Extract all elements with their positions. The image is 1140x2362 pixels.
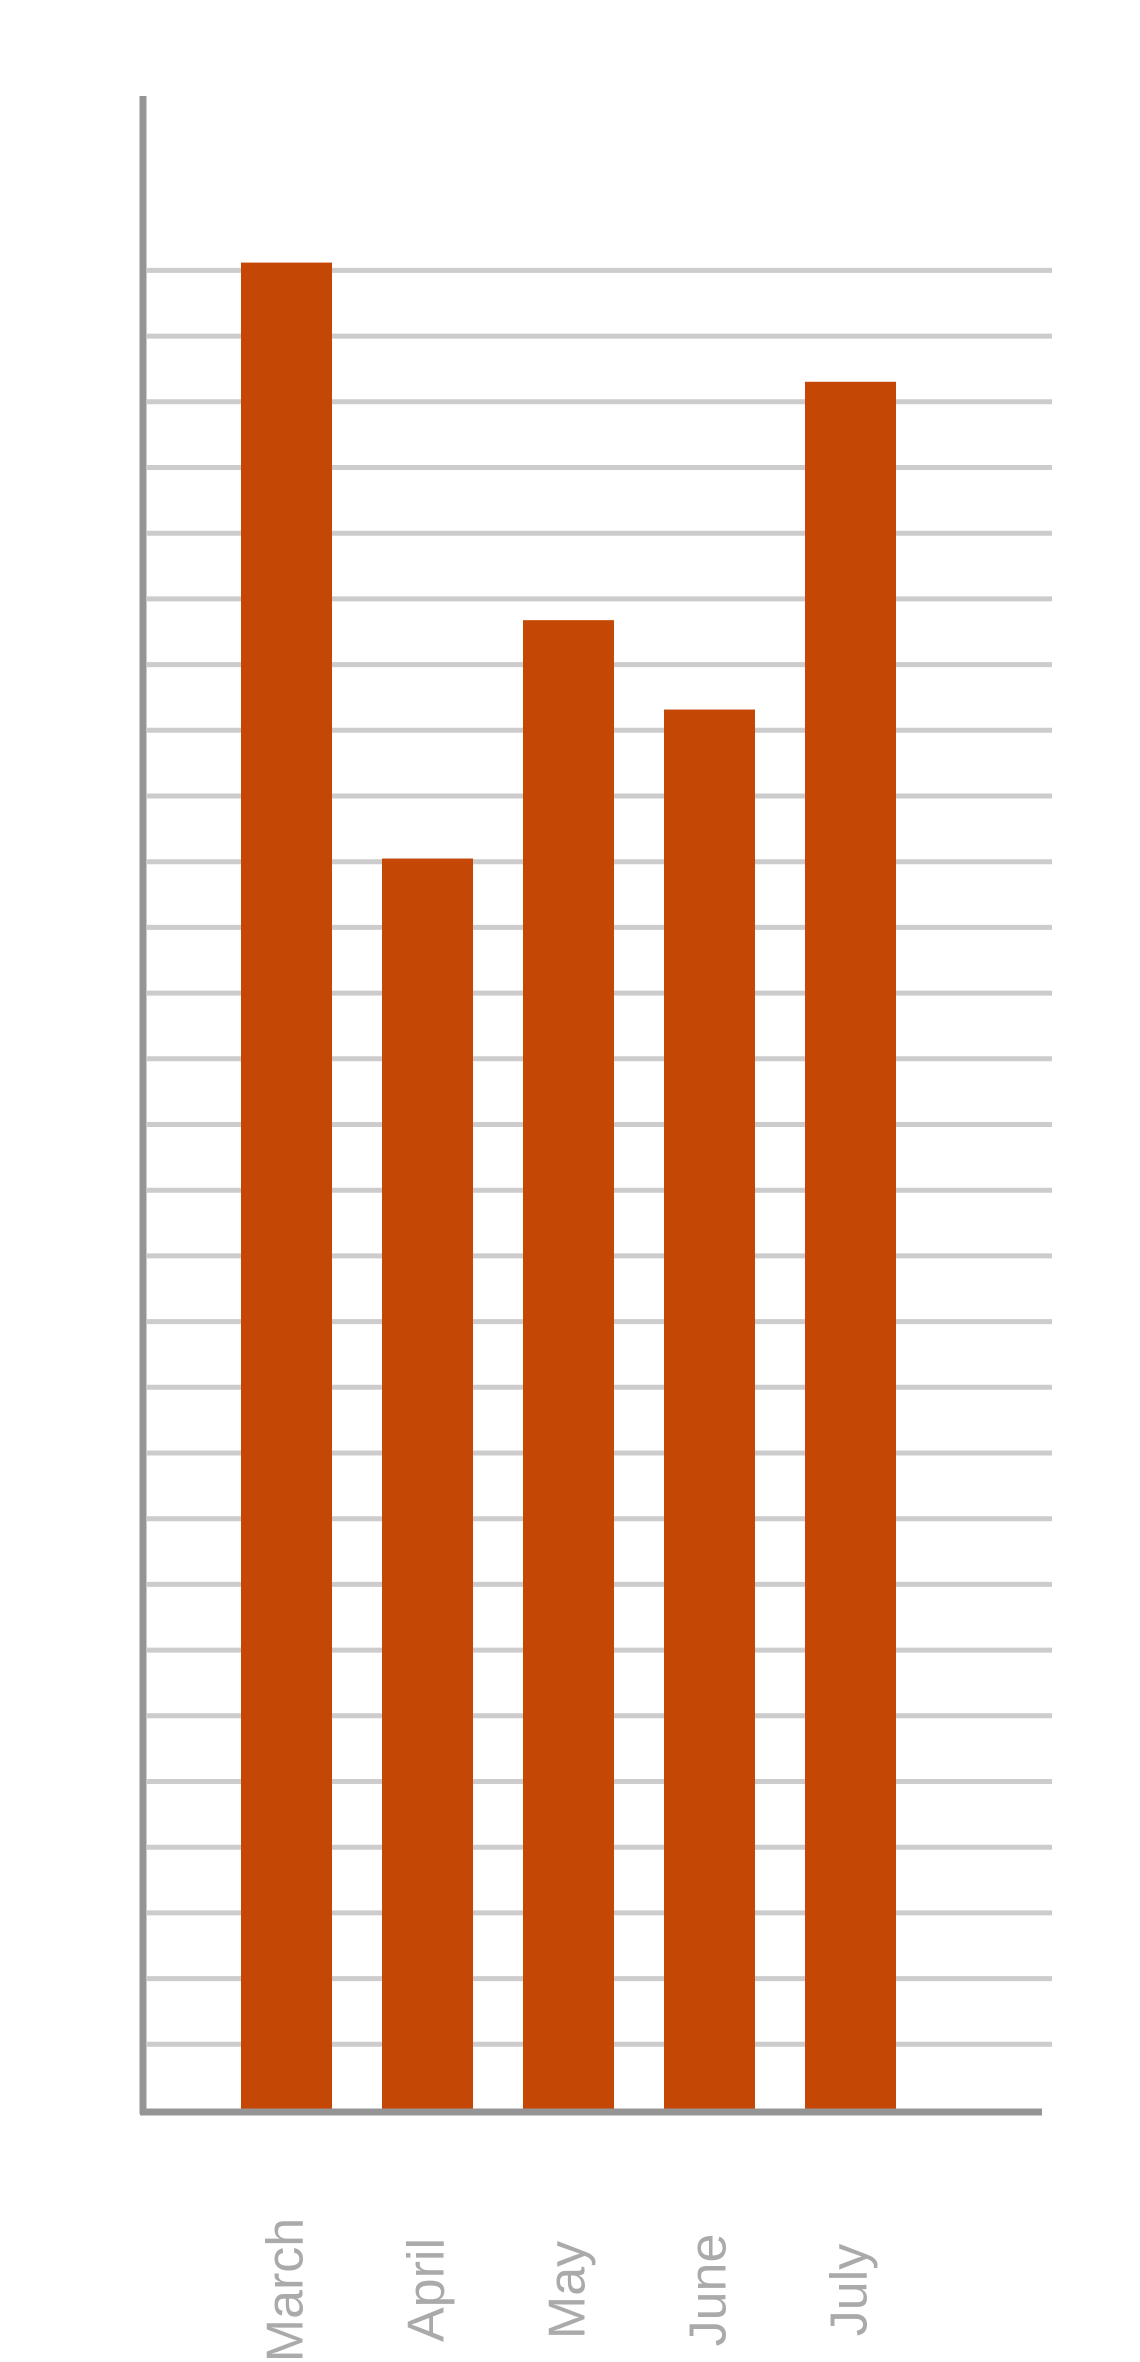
bars [241,262,896,2110]
x-tick-label: April [398,2238,456,2342]
bar-march [241,262,332,2110]
x-tick-label: July [821,2244,879,2336]
bar-april [382,858,473,2110]
bar-june [664,709,755,2110]
x-tick-label: May [539,2241,597,2339]
x-tick-labels: March April May June July [257,2218,879,2362]
bar-july [805,381,896,2110]
x-tick-label: March [257,2218,315,2362]
bar-may [523,620,614,2110]
x-tick-label: June [680,2234,738,2347]
